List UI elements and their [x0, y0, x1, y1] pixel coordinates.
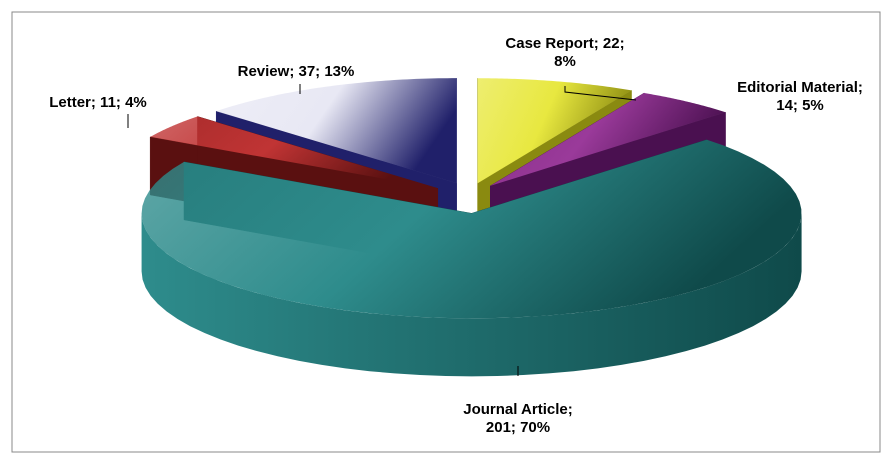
slice-top — [216, 78, 457, 184]
data-label-line: 14; 5% — [776, 97, 824, 114]
data-label-line: Journal Article; — [463, 401, 572, 418]
data-label: Review; 37; 13% — [238, 63, 355, 80]
slice-top — [477, 78, 632, 184]
data-label: Letter; 11; 4% — [49, 94, 147, 111]
data-label-line: Review; 37; 13% — [238, 63, 355, 80]
data-label: Journal Article; 201; 70% — [463, 401, 572, 436]
data-label-line: Editorial Material; — [737, 79, 863, 96]
leader-line — [564, 86, 637, 101]
slice-top — [150, 116, 438, 189]
data-label-line: 201; 70% — [486, 419, 550, 436]
data-label-line: 8% — [554, 53, 576, 70]
data-label-line: Case Report; 22; — [505, 35, 624, 52]
data-label: Editorial Material; 14; 5% — [737, 79, 863, 114]
slice-top — [490, 93, 726, 186]
slice-side — [141, 213, 802, 377]
slice — [141, 139, 802, 377]
data-label: Case Report; 22; 8% — [505, 35, 624, 70]
data-label-line: Letter; 11; 4% — [49, 94, 147, 111]
slice-top — [141, 139, 802, 319]
